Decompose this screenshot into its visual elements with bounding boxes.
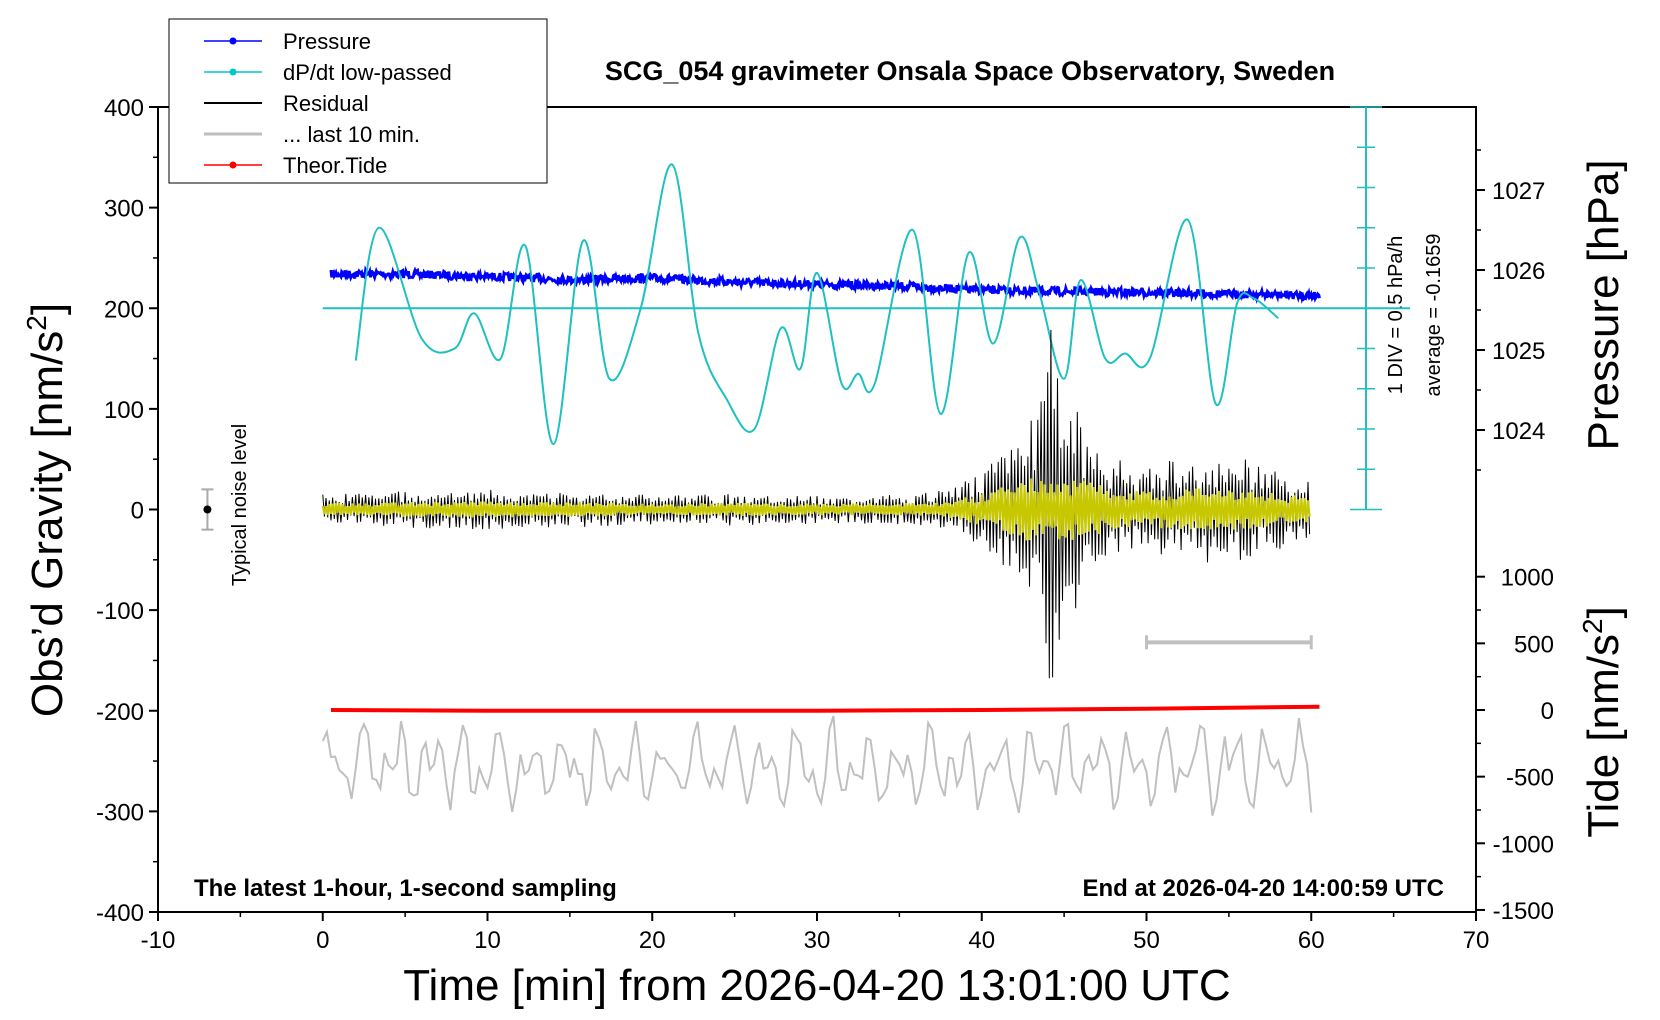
legend-label: dP/dt low-passed [283, 60, 452, 85]
y-axis-title-tide: Tide [nm/s2] [1577, 606, 1628, 838]
y-axis-title-tide-main: Tide [nm/s [1579, 634, 1628, 838]
y-tick-label: -200 [96, 699, 144, 726]
footer-left: The latest 1-hour, 1-second sampling [194, 875, 617, 902]
x-tick-label: 30 [804, 927, 831, 954]
legend-box [168, 18, 548, 184]
y-tick-label: 300 [104, 196, 144, 223]
tide-tick-label: -1000 [1493, 831, 1554, 858]
div-label: 1 DIV = 0.5 hPa/h [1385, 236, 1407, 394]
tide-tick-label: -500 [1506, 765, 1554, 792]
x-axis-title: Time [min] from 2026-04-20 13:01:00 UTC [403, 961, 1230, 1010]
series-group [201, 106, 1411, 816]
pressure-tick-label: 1024 [1492, 418, 1545, 445]
noise-dot [203, 505, 212, 514]
residual-filtered-line [321, 478, 1311, 541]
average-label: average = -0.1659 [1423, 234, 1445, 397]
x-tick-label: 50 [1133, 927, 1160, 954]
legend-label: ... last 10 min. [283, 122, 420, 147]
pressure-line [329, 265, 1321, 305]
x-tick-label: 20 [639, 927, 666, 954]
y-axis-title-pressure: Pressure [hPa] [1579, 159, 1628, 450]
y-tick-label: -400 [96, 900, 144, 927]
x-tick-label: 70 [1463, 927, 1490, 954]
y-axis-title-tide-sup: 2 [1577, 618, 1608, 634]
y-tick-label: 400 [104, 95, 144, 122]
y-axis-title-left: Obs’d Gravity [nm/s2] [21, 303, 72, 717]
legend-label: Pressure [283, 29, 371, 54]
noise-level-label: Typical noise level [229, 424, 251, 586]
tide-tick-label: 1000 [1501, 565, 1554, 592]
y-tick-label: 200 [104, 296, 144, 323]
legend: Pressure dP/dt low-passed Residual ... last… [168, 18, 548, 184]
pressure-tick-label: 1025 [1492, 338, 1545, 365]
chart-title: SCG_054 gravimeter Onsala Space Observat… [605, 56, 1335, 86]
x-tick-label: 10 [474, 927, 501, 954]
tide-tick-label: -1500 [1493, 898, 1554, 925]
x-tick-label: -10 [141, 927, 176, 954]
legend-entries: Pressure dP/dt low-passed Residual ... last… [204, 29, 452, 178]
legend-marker [229, 161, 237, 169]
y-tick-label: -100 [96, 598, 144, 625]
y-tick-label: 0 [131, 498, 144, 525]
legend-marker [229, 68, 237, 76]
last-10-min-line [321, 715, 1313, 816]
tide-tick-label: 500 [1514, 631, 1554, 658]
y-tick-label: 100 [104, 397, 144, 424]
y-axis-title-left-sup: 2 [21, 315, 52, 331]
legend-label: Residual [283, 91, 369, 116]
dpdt-line [354, 163, 1279, 446]
x-tick-label: 0 [316, 927, 329, 954]
tide-tick-label: 0 [1541, 698, 1554, 725]
y-axis-title-left-main: Obs’d Gravity [nm/s [23, 331, 72, 717]
legend-label: Theor.Tide [283, 153, 387, 178]
pressure-tick-label: 1027 [1492, 178, 1545, 205]
y-axis-title-left-close: ] [23, 303, 72, 315]
tide-line [330, 704, 1320, 713]
y-tick-label: -300 [96, 799, 144, 826]
x-tick-label: 40 [968, 927, 995, 954]
x-tick-label: 60 [1298, 927, 1325, 954]
y-axis-title-tide-close: ] [1579, 606, 1628, 618]
pressure-tick-label: 1026 [1492, 258, 1545, 285]
footer-right: End at 2026-04-20 14:00:59 UTC [1083, 875, 1445, 902]
legend-marker [229, 37, 237, 45]
axes-group: -10 0 10 20 30 40 50 60 704003002001000-100-200-… [96, 95, 1554, 954]
